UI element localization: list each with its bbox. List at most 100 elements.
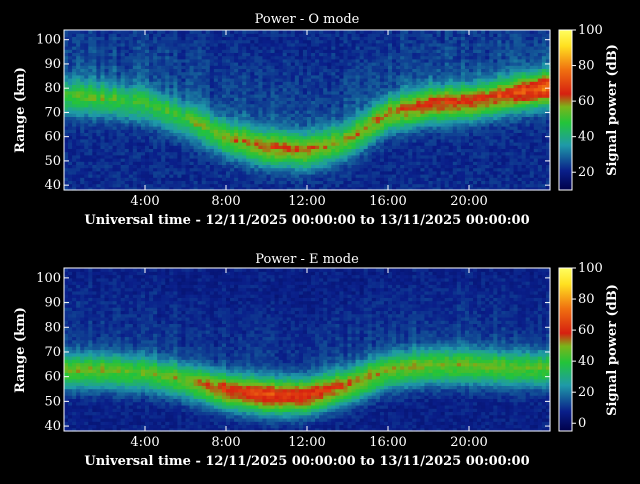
heatmap-cell bbox=[177, 84, 183, 89]
heatmap-cell bbox=[173, 71, 178, 76]
heatmap-cell bbox=[209, 78, 215, 82]
heatmap-cell bbox=[112, 42, 118, 47]
heatmap-cell bbox=[116, 97, 122, 101]
heatmap-cell bbox=[104, 103, 110, 108]
heatmap-cell bbox=[242, 106, 247, 111]
heatmap-cell bbox=[124, 74, 130, 79]
heatmap-cell bbox=[262, 33, 268, 37]
heatmap-cell bbox=[270, 36, 276, 41]
heatmap-cell bbox=[432, 151, 438, 156]
heatmap-cell bbox=[157, 110, 162, 114]
heatmap-cell bbox=[76, 46, 81, 50]
heatmap-cell bbox=[145, 94, 150, 98]
heatmap-cell bbox=[420, 183, 426, 188]
heatmap-cell bbox=[404, 84, 409, 89]
heatmap-cell bbox=[124, 103, 130, 108]
heatmap-cell bbox=[230, 158, 235, 162]
heatmap-cell bbox=[428, 49, 434, 53]
heatmap-cell bbox=[124, 126, 130, 130]
heatmap-cell bbox=[80, 52, 85, 57]
heatmap-cell bbox=[424, 65, 430, 69]
heatmap-cell bbox=[132, 151, 138, 156]
heatmap-cell bbox=[100, 42, 106, 47]
heatmap-cell bbox=[92, 158, 97, 162]
heatmap-cell bbox=[177, 81, 183, 85]
heatmap-cell bbox=[383, 119, 389, 124]
heatmap-cell bbox=[149, 122, 154, 127]
heatmap-cell bbox=[424, 94, 430, 98]
heatmap-cell bbox=[302, 110, 308, 114]
heatmap-cell bbox=[298, 78, 304, 82]
heatmap-cell bbox=[72, 180, 77, 185]
heatmap-cell bbox=[140, 170, 146, 175]
heatmap-cell bbox=[68, 97, 73, 101]
heatmap-cell bbox=[193, 161, 199, 165]
heatmap-cell bbox=[193, 183, 199, 188]
heatmap-cell bbox=[72, 170, 77, 175]
heatmap-cell bbox=[100, 46, 106, 50]
heatmap-cell bbox=[226, 87, 231, 92]
heatmap-cell bbox=[307, 106, 312, 111]
heatmap-cell bbox=[351, 164, 357, 169]
heatmap-cell bbox=[80, 142, 85, 146]
heatmap-cell bbox=[420, 84, 426, 89]
heatmap-cell bbox=[319, 142, 324, 146]
heatmap-cell bbox=[383, 36, 389, 41]
heatmap-cell bbox=[165, 122, 170, 127]
heatmap-cell bbox=[120, 180, 126, 185]
heatmap-cell bbox=[278, 145, 284, 149]
heatmap-cell bbox=[177, 90, 183, 95]
heatmap-cell bbox=[331, 138, 336, 143]
heatmap-cell bbox=[327, 87, 332, 92]
heatmap-cell bbox=[307, 62, 312, 66]
heatmap-cell bbox=[286, 81, 292, 85]
heatmap-cell bbox=[189, 148, 195, 153]
heatmap-cell bbox=[355, 87, 361, 92]
heatmap-cell bbox=[404, 71, 409, 76]
heatmap-cell bbox=[136, 116, 142, 121]
heatmap-cell bbox=[153, 74, 158, 79]
heatmap-cell bbox=[298, 55, 304, 60]
heatmap-cell bbox=[375, 30, 381, 34]
heatmap-cell bbox=[80, 145, 85, 149]
heatmap-cell bbox=[355, 158, 361, 162]
heatmap-cell bbox=[290, 55, 296, 60]
heatmap-cell bbox=[315, 177, 320, 181]
heatmap-cell bbox=[169, 154, 174, 159]
heatmap-cell bbox=[238, 74, 243, 79]
heatmap-cell bbox=[262, 87, 268, 92]
heatmap-cell bbox=[408, 94, 413, 98]
heatmap-cell bbox=[347, 84, 353, 89]
heatmap-cell bbox=[392, 122, 397, 127]
heatmap-cell bbox=[193, 164, 199, 169]
heatmap-cell bbox=[80, 42, 85, 47]
heatmap-cell bbox=[282, 90, 288, 95]
heatmap-cell bbox=[351, 116, 357, 121]
heatmap-cell bbox=[282, 52, 288, 57]
heatmap-cell bbox=[149, 68, 154, 73]
heatmap-cell bbox=[388, 81, 393, 85]
heatmap-cell bbox=[323, 52, 328, 57]
heatmap-cell bbox=[140, 135, 146, 140]
heatmap-cell bbox=[335, 174, 340, 178]
heatmap-cell bbox=[181, 154, 187, 159]
heatmap-cell bbox=[108, 94, 114, 98]
heatmap-cell bbox=[335, 151, 340, 156]
heatmap-cell bbox=[392, 68, 397, 73]
heatmap-cell bbox=[351, 46, 357, 50]
heatmap-cell bbox=[424, 119, 430, 124]
heatmap-cell bbox=[274, 183, 280, 188]
heatmap-cell bbox=[420, 170, 426, 175]
heatmap-cell bbox=[351, 33, 357, 37]
heatmap-cell bbox=[197, 100, 203, 105]
heatmap-cell bbox=[140, 52, 146, 57]
heatmap-cell bbox=[351, 97, 357, 101]
heatmap-cell bbox=[145, 103, 150, 108]
heatmap-cell bbox=[185, 78, 191, 82]
heatmap-cell bbox=[153, 145, 158, 149]
heatmap-cell bbox=[412, 132, 417, 137]
heatmap-cell bbox=[76, 135, 81, 140]
heatmap-cell bbox=[161, 42, 166, 47]
heatmap-cell bbox=[201, 129, 207, 133]
heatmap-cell bbox=[416, 97, 421, 101]
